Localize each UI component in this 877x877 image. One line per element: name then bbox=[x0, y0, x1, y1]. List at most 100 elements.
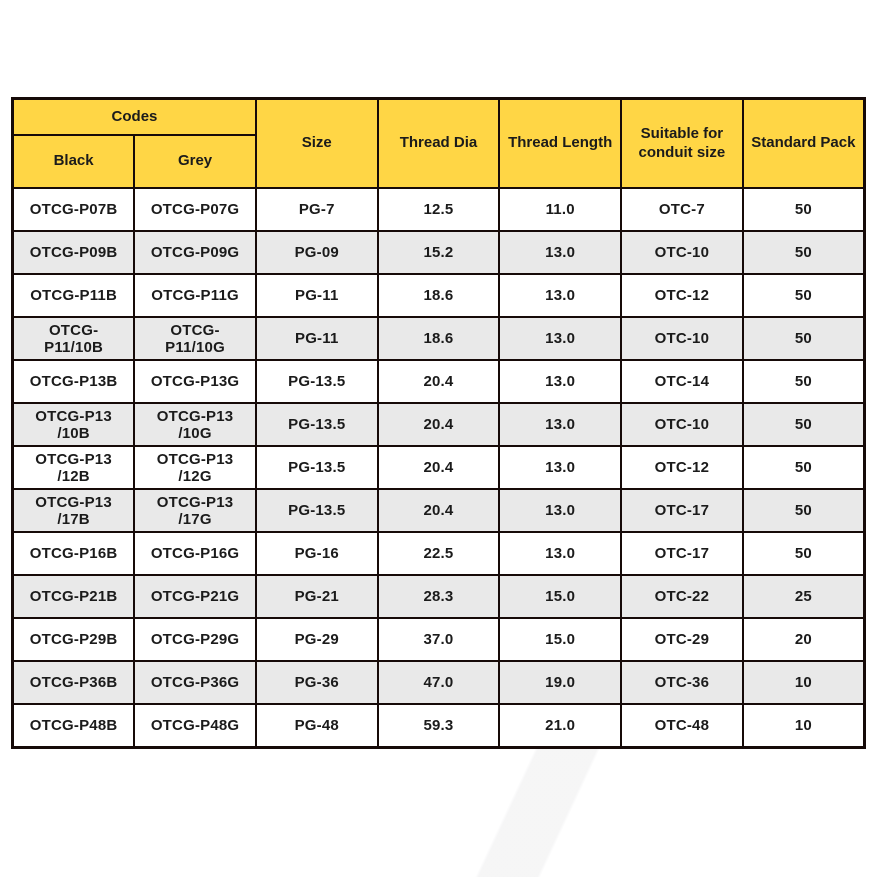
table-cell: 15.0 bbox=[498, 617, 623, 662]
table-cell: 13.0 bbox=[498, 230, 623, 275]
table-cell: PG-48 bbox=[254, 703, 379, 749]
header-codes: Codes bbox=[11, 97, 257, 136]
table-row: OTCG-P09B OTCG-P09G PG-09 15.2 13.0 OTC-10 50 bbox=[11, 230, 866, 275]
table-cell: 28.3 bbox=[376, 574, 501, 619]
table-cell: 13.0 bbox=[498, 445, 623, 490]
header-grey: Grey bbox=[133, 134, 257, 189]
table-cell: PG-7 bbox=[254, 187, 379, 232]
table-cell: OTCG-P36B bbox=[11, 660, 136, 705]
table-cell: OTCG-P11/10B bbox=[11, 316, 136, 361]
table-cell: OTCG-P13 /12G bbox=[133, 445, 257, 490]
table-cell: 50 bbox=[741, 445, 866, 490]
header-row-black-grey: Black Grey bbox=[11, 134, 865, 189]
table-row: OTCG-P11B OTCG-P11G PG-11 18.6 13.0 OTC-12 50 bbox=[11, 273, 866, 318]
table-cell: OTC-10 bbox=[620, 316, 744, 361]
table-cell: 20.4 bbox=[376, 402, 501, 447]
table-cell: OTCG-P16G bbox=[133, 531, 257, 576]
table-cell: 12.5 bbox=[376, 187, 501, 232]
table-cell: OTCG-P13 /10G bbox=[133, 402, 257, 447]
table-cell: OTCG-P13 /17B bbox=[11, 488, 136, 533]
table-cell: OTCG-P13 /17G bbox=[133, 488, 257, 533]
table-cell: 13.0 bbox=[498, 316, 623, 361]
table-cell: OTC-12 bbox=[620, 445, 744, 490]
table-cell: OTCG-P11G bbox=[133, 273, 257, 318]
table-cell: 20.4 bbox=[376, 488, 501, 533]
table-cell: OTC-12 bbox=[620, 273, 744, 318]
table-cell: 18.6 bbox=[376, 273, 501, 318]
table-cell: OTCG-P21G bbox=[133, 574, 257, 619]
table-row: OTCG-P36B OTCG-P36G PG-36 47.0 19.0 OTC-36 10 bbox=[11, 660, 866, 705]
header-black: Black bbox=[11, 134, 136, 189]
table-cell: OTCG-P29G bbox=[133, 617, 257, 662]
table-cell: PG-09 bbox=[254, 230, 379, 275]
header-thread-length: Thread Length bbox=[498, 97, 623, 189]
table-row: OTCG-P13 /10B OTCG-P13 /10G PG-13.5 20.4 13.… bbox=[11, 402, 866, 447]
table-cell: 13.0 bbox=[498, 531, 623, 576]
table-cell: OTCG-P16B bbox=[11, 531, 136, 576]
table-cell: 13.0 bbox=[498, 488, 623, 533]
table-cell: 50 bbox=[741, 187, 866, 232]
table-body: OTCG-P07B OTCG-P07G PG-7 12.5 11.0 OTC-7 50 OTC… bbox=[11, 187, 866, 749]
table-row: OTCG-P11/10B OTCG-P11/10G PG-11 18.6 13.0 OTC… bbox=[11, 316, 866, 361]
table-cell: 20.4 bbox=[376, 445, 501, 490]
table-cell: 13.0 bbox=[498, 359, 623, 404]
table-cell: OTCG-P09B bbox=[11, 230, 136, 275]
table-cell: 50 bbox=[741, 273, 866, 318]
table-cell: 25 bbox=[741, 574, 866, 619]
table-cell: 18.6 bbox=[376, 316, 501, 361]
table-cell: PG-13.5 bbox=[254, 402, 379, 447]
table-cell: 10 bbox=[741, 660, 866, 705]
table-cell: 11.0 bbox=[498, 187, 623, 232]
table-cell: 20.4 bbox=[376, 359, 501, 404]
table-row: OTCG-P29B OTCG-P29G PG-29 37.0 15.0 OTC-29 20 bbox=[11, 617, 866, 662]
table-cell: OTCG-P36G bbox=[133, 660, 257, 705]
table-cell: OTC-22 bbox=[620, 574, 744, 619]
table-cell: OTCG-P09G bbox=[133, 230, 257, 275]
header-thread-dia: Thread Dia bbox=[376, 97, 501, 189]
table-cell: OTCG-P13 /10B bbox=[11, 402, 136, 447]
table-cell: OTC-17 bbox=[620, 488, 744, 533]
table-cell: OTC-29 bbox=[620, 617, 744, 662]
table-cell: OTCG-P11B bbox=[11, 273, 136, 318]
table-cell: 50 bbox=[741, 531, 866, 576]
table-header: Codes Size Thread Dia Thread Length Suit… bbox=[11, 97, 866, 189]
table-cell: OTC-14 bbox=[620, 359, 744, 404]
table-cell: OTCG-P48B bbox=[11, 703, 136, 749]
table-row: OTCG-P21B OTCG-P21G PG-21 28.3 15.0 OTC-22 25 bbox=[11, 574, 866, 619]
table-cell: 47.0 bbox=[376, 660, 501, 705]
table-cell: 15.0 bbox=[498, 574, 623, 619]
table-cell: 50 bbox=[741, 488, 866, 533]
table-cell: PG-11 bbox=[254, 273, 379, 318]
table-cell: PG-29 bbox=[254, 617, 379, 662]
table-cell: OTC-48 bbox=[620, 703, 744, 749]
table-cell: OTCG-P48G bbox=[133, 703, 257, 749]
table-cell: 20 bbox=[741, 617, 866, 662]
table-cell: OTC-10 bbox=[620, 230, 744, 275]
table-row: OTCG-P07B OTCG-P07G PG-7 12.5 11.0 OTC-7 50 bbox=[11, 187, 866, 232]
table-cell: OTCG-P21B bbox=[11, 574, 136, 619]
table-cell: 13.0 bbox=[498, 402, 623, 447]
product-spec-table: Codes Size Thread Dia Thread Length Suit… bbox=[11, 97, 866, 749]
header-standard-pack: Standard Pack bbox=[741, 97, 866, 189]
table-cell: 50 bbox=[741, 230, 866, 275]
table-cell: OTCG-P13G bbox=[133, 359, 257, 404]
table-cell: 50 bbox=[741, 316, 866, 361]
table-row: OTCG-P13 /17B OTCG-P13 /17G PG-13.5 20.4 13.… bbox=[11, 488, 866, 533]
table-cell: OTC-36 bbox=[620, 660, 744, 705]
table-cell: 19.0 bbox=[498, 660, 623, 705]
table-cell: 13.0 bbox=[498, 273, 623, 318]
table-cell: 22.5 bbox=[376, 531, 501, 576]
table-cell: OTCG-P29B bbox=[11, 617, 136, 662]
table-cell: PG-13.5 bbox=[254, 445, 379, 490]
table-cell: 37.0 bbox=[376, 617, 501, 662]
table-cell: 50 bbox=[741, 402, 866, 447]
table-cell: 50 bbox=[741, 359, 866, 404]
table-cell: PG-11 bbox=[254, 316, 379, 361]
table-cell: PG-36 bbox=[254, 660, 379, 705]
table-cell: OTCG-P13 /12B bbox=[11, 445, 136, 490]
table-cell: OTCG-P07G bbox=[133, 187, 257, 232]
table-cell: PG-21 bbox=[254, 574, 379, 619]
table-row: OTCG-P13B OTCG-P13G PG-13.5 20.4 13.0 OTC-14 5… bbox=[11, 359, 866, 404]
table-cell: PG-16 bbox=[254, 531, 379, 576]
